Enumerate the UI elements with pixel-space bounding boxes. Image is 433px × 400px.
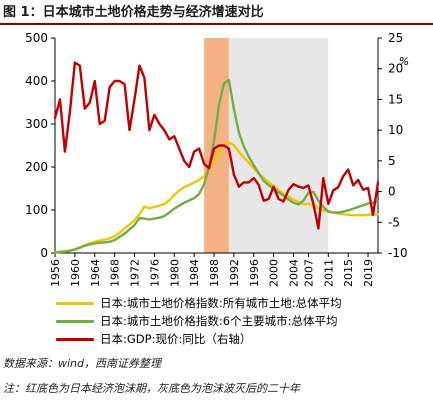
x-tick-label-2011: 2011 (322, 259, 335, 287)
x-tick-label-1992: 1992 (228, 259, 241, 287)
right-tick-label--5: -5 (388, 215, 400, 229)
legend-label-gdp: 日本:GDP:现价:同比（右轴） (100, 332, 252, 346)
x-tick-label-1964: 1964 (89, 259, 102, 287)
left-tick-label-300: 300 (25, 117, 48, 131)
x-tick-label-1968: 1968 (109, 259, 122, 287)
legend-swatch-gdp (56, 338, 94, 341)
x-tick-label-1980: 1980 (168, 259, 181, 287)
left-tick-label-100: 100 (25, 203, 48, 217)
legend-label-all-cities: 日本:城市土地价格指数:所有城市土地:总体平均 (100, 296, 342, 310)
x-tick-label-2019: 2019 (362, 259, 375, 287)
left-tick-label-400: 400 (25, 74, 48, 88)
left-tick-label-0: 0 (40, 246, 48, 260)
legend-swatch-six-cities (56, 320, 94, 323)
chart-title: 图 1：日本城市土地价格走势与经济增速对比 (3, 5, 264, 20)
right-axis-unit: % (399, 55, 409, 68)
series-line-0 (53, 140, 380, 254)
x-tick-label-1988: 1988 (208, 259, 221, 287)
left-tick-label-500: 500 (25, 31, 48, 45)
x-tick-label-1984: 1984 (188, 259, 201, 287)
x-tick-label-2007: 2007 (302, 259, 315, 287)
legend-label-six-cities: 日本:城市土地价格指数:6个主要城市:总体平均 (100, 314, 338, 328)
right-tick-label-15: 15 (388, 92, 403, 106)
series-line-2 (53, 61, 380, 230)
x-tick-label-1960: 1960 (69, 259, 82, 287)
right-tick-label-5: 5 (388, 154, 396, 168)
right-tick-label--10: -10 (388, 246, 408, 260)
legend-swatch-all-cities (56, 302, 94, 305)
x-tick-label-1956: 1956 (49, 259, 62, 287)
left-tick-label-200: 200 (25, 160, 48, 174)
right-tick-label-10: 10 (388, 123, 403, 137)
series-line-1 (53, 78, 380, 254)
shaded-region-1 (228, 38, 329, 253)
x-tick-label-2015: 2015 (342, 259, 355, 287)
right-tick-label-25: 25 (388, 31, 403, 45)
right-tick-label-20: 20 (388, 62, 403, 76)
right-tick-label-0: 0 (388, 185, 396, 199)
data-source: 数据来源：wind，西南证券整理 (3, 357, 162, 370)
x-tick-label-1976: 1976 (148, 259, 161, 287)
x-tick-label-2000: 2000 (268, 259, 281, 287)
x-tick-label-2004: 2004 (288, 259, 301, 287)
x-tick-label-1972: 1972 (129, 259, 142, 287)
title-underline (0, 23, 433, 25)
chart-note: 注：红底色为日本经济泡沫期，灰底色为泡沫波灭后的二十年 (3, 382, 300, 395)
x-tick-label-1996: 1996 (248, 259, 261, 287)
